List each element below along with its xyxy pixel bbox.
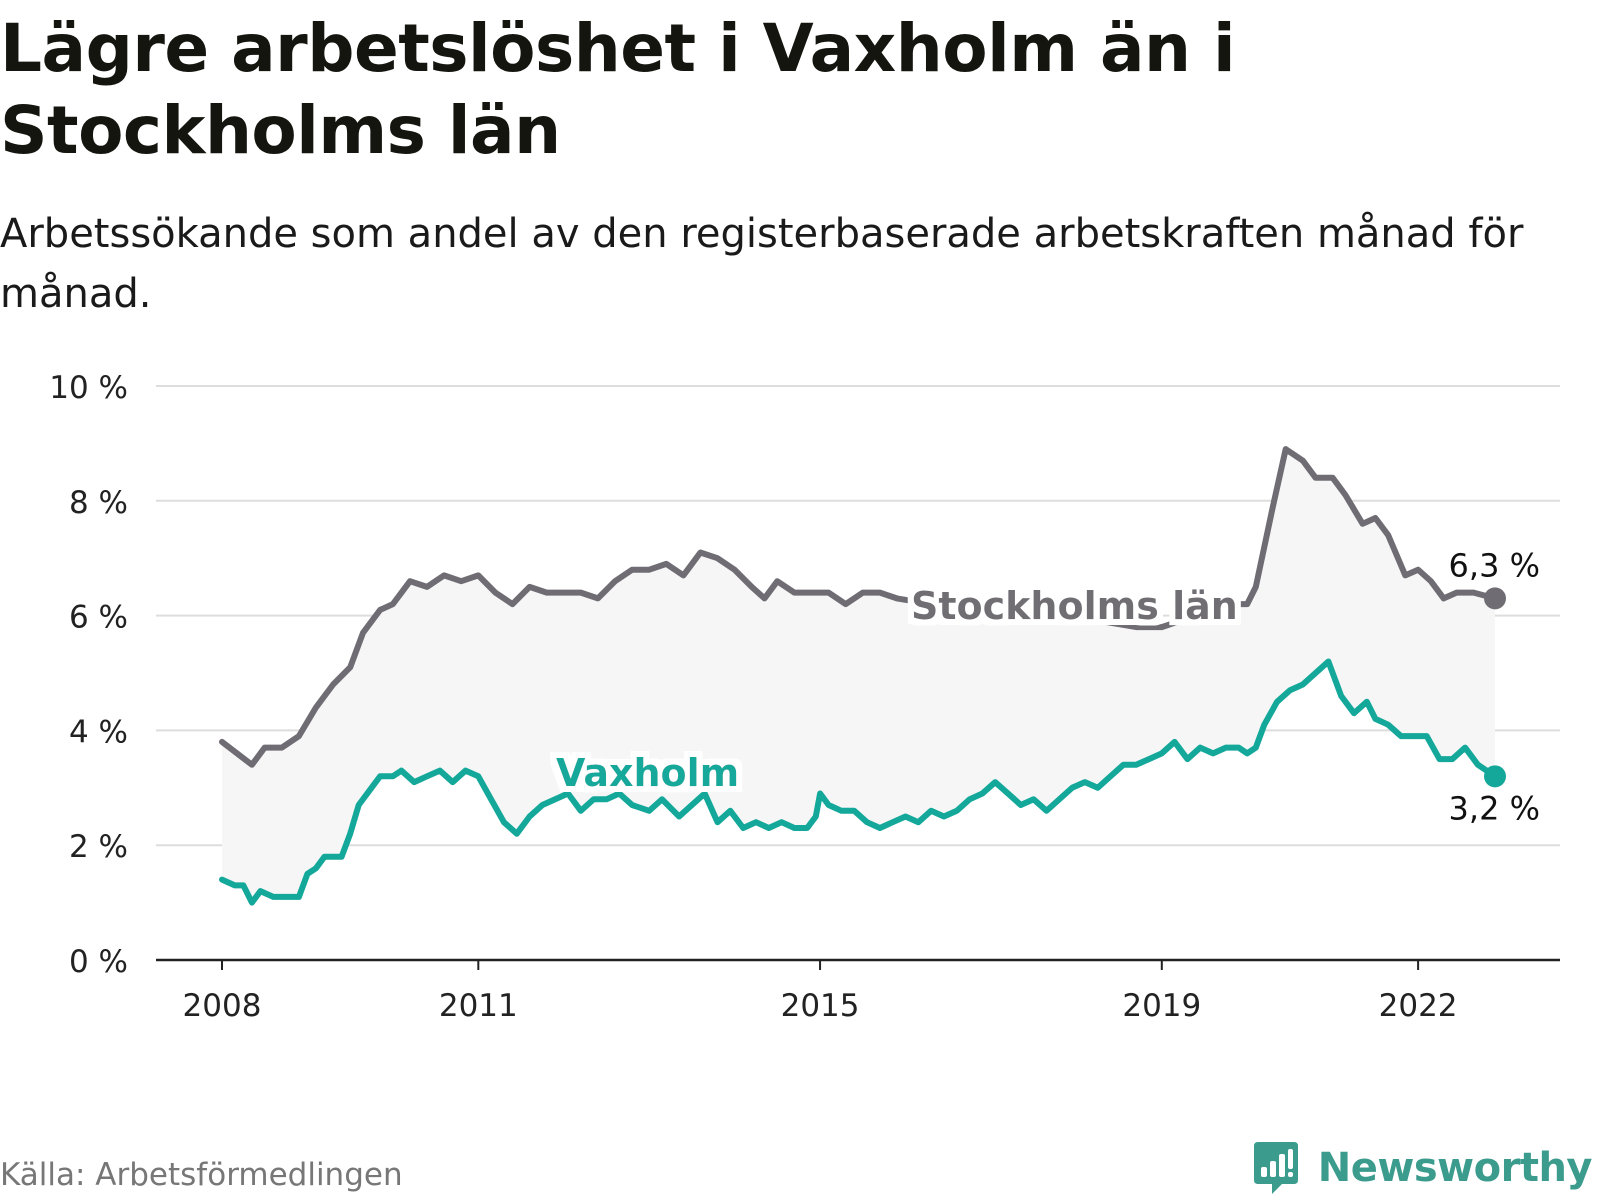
newsworthy-logo-icon: [1253, 1142, 1298, 1194]
x-tick-label: 2008: [183, 988, 262, 1024]
y-tick-label: 4 %: [69, 714, 128, 750]
end-marker-stockholm: [1484, 587, 1506, 610]
x-tick-label: 2011: [439, 988, 518, 1024]
gap-band-area: [222, 449, 1495, 903]
end-value-label-stockholm: 6,3 %: [1449, 546, 1540, 584]
chart-title: Lägre arbetslöshet i Vaxholm än i Stockh…: [0, 10, 1236, 169]
series-label-stockholm: Stockholms län: [911, 584, 1238, 628]
series-line-stockholm: [219, 446, 1498, 768]
y-tick-label: 0 %: [69, 944, 128, 980]
x-tick-label: 2022: [1379, 988, 1458, 1024]
x-tick-label: 2015: [781, 988, 860, 1024]
end-marker-vaxholm: [1484, 765, 1506, 788]
y-tick-label: 8 %: [69, 485, 128, 521]
y-tick-label: 10 %: [49, 370, 128, 406]
brand-logo: Newsworthy: [1252, 1140, 1593, 1196]
y-tick-label: 6 %: [69, 600, 128, 636]
x-tick-label: 2019: [1122, 988, 1201, 1024]
series-labels: 6,3 % 3,2 % Stockholms län Vaxholm: [556, 546, 1540, 827]
line-chart: 0 % 2 % 4 % 6 % 8 % 10 % 2008 2011 2015 2019 2022…: [49, 370, 1560, 1024]
gap-band: [222, 449, 1495, 903]
x-axis: 2008 2011 2015 2019 2022: [156, 958, 1560, 1024]
chart-subtitle: Arbetssökande som andel av den registerb…: [0, 211, 1524, 317]
end-value-label-vaxholm: 3,2 %: [1449, 789, 1540, 827]
series-label-vaxholm: Vaxholm: [556, 751, 739, 795]
series-lines: [219, 446, 1506, 906]
y-tick-label: 2 %: [69, 829, 128, 865]
brand-name: Newsworthy: [1317, 1145, 1593, 1191]
series-line-vaxholm: [219, 658, 1498, 906]
source-note: Källa: Arbetsförmedlingen: [0, 1157, 403, 1193]
